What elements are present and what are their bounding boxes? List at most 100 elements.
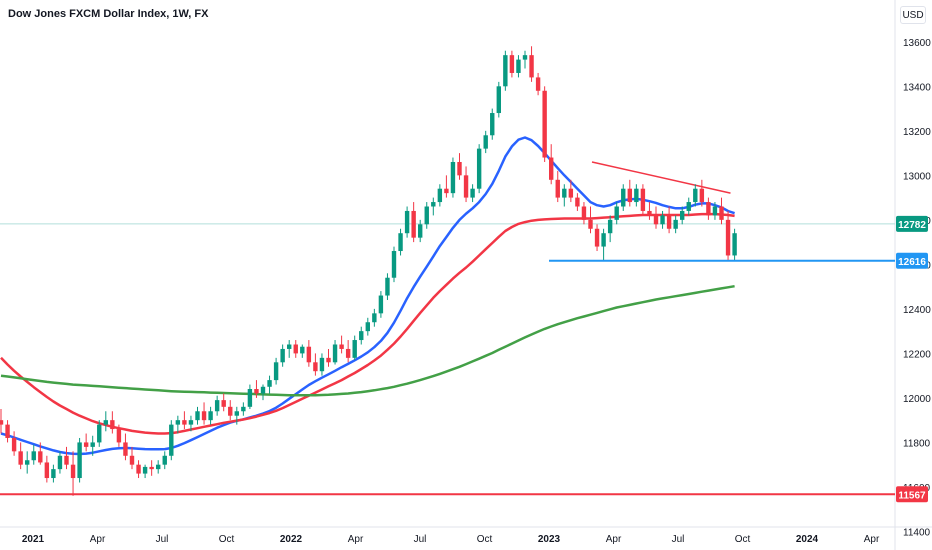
x-tick-label: Jul bbox=[672, 534, 685, 545]
y-tick-label: 13000 bbox=[903, 171, 931, 182]
candle-body bbox=[594, 228, 600, 247]
candle-body bbox=[496, 86, 501, 114]
y-tick-label: 12400 bbox=[903, 305, 931, 316]
candle-body bbox=[273, 362, 279, 381]
x-tick-label: Apr bbox=[90, 534, 106, 545]
candle-body bbox=[601, 233, 606, 247]
candle-body bbox=[339, 344, 344, 349]
candle-body bbox=[44, 462, 50, 479]
candle-body bbox=[503, 55, 508, 87]
candle-body bbox=[725, 219, 731, 256]
y-tick-label: 13400 bbox=[903, 82, 931, 93]
candle-body bbox=[359, 331, 364, 341]
candle-body bbox=[70, 464, 76, 479]
candle-body bbox=[588, 219, 593, 229]
current-price-badge bbox=[896, 215, 928, 232]
candle-body bbox=[260, 386, 266, 394]
candle-body bbox=[529, 55, 534, 78]
candle-body bbox=[18, 451, 23, 465]
candle-body bbox=[5, 424, 10, 438]
ma-fast-line bbox=[0, 136, 735, 456]
candle-body bbox=[116, 429, 122, 443]
candle-body bbox=[483, 135, 488, 149]
candle-body bbox=[673, 219, 678, 229]
candle-body bbox=[319, 357, 325, 372]
candle-body bbox=[549, 157, 554, 180]
candle-body bbox=[77, 442, 82, 479]
candle-body bbox=[555, 179, 560, 198]
candle-body bbox=[660, 215, 665, 225]
candle-body bbox=[621, 188, 626, 207]
y-tick-label: 13600 bbox=[903, 38, 931, 49]
candle-body bbox=[463, 175, 469, 198]
candle-body bbox=[293, 344, 298, 354]
candle-body bbox=[647, 210, 652, 216]
candle-body bbox=[568, 188, 574, 198]
candle-body bbox=[300, 346, 305, 354]
candle-body bbox=[450, 161, 456, 194]
candle-body bbox=[542, 90, 547, 158]
candle-body bbox=[326, 357, 331, 363]
x-tick-label: Apr bbox=[864, 534, 880, 545]
candle-body bbox=[535, 77, 541, 91]
resistance-trendline bbox=[591, 161, 731, 194]
x-tick-label: Jul bbox=[156, 534, 169, 545]
x-tick-label: Jul bbox=[414, 534, 427, 545]
candle-body bbox=[313, 362, 318, 372]
candle-body bbox=[38, 451, 43, 463]
candle-body bbox=[247, 389, 253, 407]
candle-body bbox=[0, 420, 4, 425]
ma-slow-line bbox=[0, 284, 735, 397]
candle-body bbox=[476, 148, 482, 189]
candle-body bbox=[699, 188, 705, 203]
candle-body bbox=[221, 400, 226, 407]
candle-body bbox=[110, 420, 115, 430]
candle-body bbox=[175, 420, 181, 425]
y-tick-label: 13200 bbox=[903, 127, 931, 138]
candle-body bbox=[640, 188, 646, 211]
candle-body bbox=[666, 215, 672, 229]
x-tick-label: Apr bbox=[606, 534, 622, 545]
candle-body bbox=[306, 346, 312, 363]
candle-body bbox=[182, 420, 187, 425]
currency-button[interactable]: USD bbox=[900, 6, 926, 24]
candle-body bbox=[365, 322, 370, 332]
candle-body bbox=[470, 188, 475, 198]
candle-body bbox=[424, 206, 429, 225]
candle-body bbox=[228, 406, 233, 416]
candle-body bbox=[634, 188, 639, 203]
candle-body bbox=[280, 348, 285, 363]
candle-body bbox=[83, 442, 89, 447]
candle-body bbox=[627, 188, 632, 203]
candle-body bbox=[136, 464, 141, 474]
candle-body bbox=[398, 233, 403, 252]
candle-body bbox=[234, 411, 239, 416]
chart-title: Dow Jones FXCM Dollar Index, 1W, FX bbox=[8, 8, 209, 20]
candle-body bbox=[431, 202, 436, 207]
candle-body bbox=[332, 344, 338, 363]
candle-body bbox=[287, 344, 292, 349]
candle-body bbox=[437, 188, 443, 203]
x-tick-label: Apr bbox=[348, 534, 364, 545]
candle-body bbox=[149, 466, 154, 470]
candle-body bbox=[195, 411, 200, 421]
candle-body bbox=[457, 161, 462, 176]
y-tick-label: 12000 bbox=[903, 394, 931, 405]
candle-body bbox=[385, 277, 390, 296]
support-price-label: 12616 bbox=[898, 257, 926, 268]
candle-body bbox=[254, 389, 259, 394]
candle-body bbox=[90, 442, 95, 447]
candle-body bbox=[562, 188, 567, 198]
candle-body bbox=[31, 451, 36, 461]
candle-body bbox=[444, 188, 449, 194]
candle-body bbox=[719, 206, 724, 220]
candle-body bbox=[411, 210, 416, 238]
candle-body bbox=[214, 400, 220, 412]
y-tick-label: 12200 bbox=[903, 349, 931, 360]
candle-body bbox=[188, 420, 194, 425]
candle-body bbox=[575, 197, 580, 207]
low-price-badge bbox=[896, 486, 928, 503]
candle-body bbox=[267, 380, 272, 387]
